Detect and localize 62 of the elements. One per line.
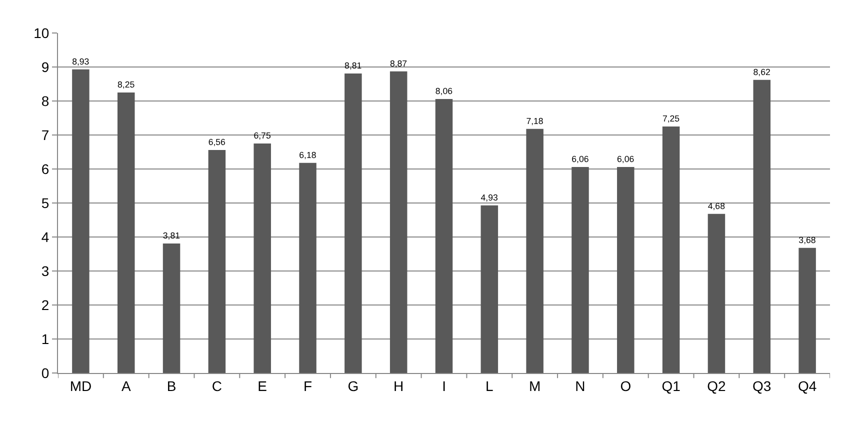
- bar: [662, 126, 680, 373]
- y-tick-label: 9: [41, 58, 50, 75]
- x-tick-label: O: [620, 378, 632, 394]
- bar: [753, 80, 771, 373]
- bar: [798, 248, 816, 373]
- bar: [208, 150, 226, 373]
- x-tick-label: C: [212, 378, 222, 394]
- bar: [344, 73, 362, 373]
- bar: [617, 166, 634, 373]
- y-tick-label: 5: [41, 194, 50, 211]
- x-tick-label: Q4: [798, 378, 817, 394]
- y-tick-label: 4: [41, 228, 50, 245]
- x-tick-label: B: [166, 378, 176, 394]
- data-label: 4,68: [708, 200, 726, 211]
- bar: [390, 71, 408, 373]
- y-tick-label: 8: [41, 92, 50, 109]
- x-tick-label: E: [258, 378, 268, 394]
- y-tick-label: 10: [34, 24, 50, 41]
- data-label: 6,06: [572, 154, 589, 164]
- data-label: 8,93: [72, 56, 90, 66]
- bar: [162, 243, 180, 373]
- x-tick-label: A: [121, 378, 132, 394]
- y-tick-label: 2: [41, 296, 50, 313]
- x-tick-label: F: [303, 378, 312, 394]
- x-tick-label: H: [394, 378, 404, 394]
- data-label: 3,68: [798, 234, 816, 245]
- x-tick-label: Q1: [662, 378, 681, 394]
- x-tick-label: Q3: [752, 378, 772, 394]
- data-label: 7,25: [662, 114, 680, 124]
- data-label: 8,62: [753, 67, 770, 78]
- y-tick-label: 0: [41, 364, 50, 381]
- x-tick-label: M: [528, 378, 541, 394]
- x-tick-label: N: [575, 378, 586, 394]
- x-tick-label: G: [348, 378, 359, 394]
- bar: [117, 92, 135, 373]
- data-label: 6,06: [617, 154, 634, 164]
- data-label: 3,81: [162, 230, 180, 241]
- bar: [72, 69, 90, 373]
- bar: [708, 214, 726, 373]
- data-label: 6,18: [299, 150, 316, 160]
- bar: [254, 144, 271, 373]
- data-label: 7,18: [526, 116, 544, 126]
- x-tick-label: Q2: [707, 378, 726, 394]
- x-tick-label: L: [486, 378, 494, 394]
- y-tick-label: 7: [41, 126, 50, 143]
- bar: [526, 128, 544, 373]
- data-label: 8,06: [435, 86, 453, 96]
- y-tick-label: 3: [41, 262, 50, 279]
- bar: [435, 98, 453, 373]
- x-tick-label: MD: [70, 378, 92, 394]
- y-tick-label: 6: [41, 160, 50, 177]
- y-tick-label: 1: [41, 330, 50, 347]
- bar: [572, 166, 589, 373]
- x-tick-label: I: [442, 378, 446, 394]
- data-label: 6,75: [254, 130, 271, 141]
- data-label: 8,87: [390, 58, 408, 69]
- bar: [299, 162, 316, 373]
- data-label: 8,25: [118, 80, 135, 90]
- data-label: 6,56: [208, 137, 226, 148]
- data-label: 4,93: [480, 192, 498, 202]
- bar: [480, 205, 498, 373]
- data-label: 8,81: [344, 60, 362, 71]
